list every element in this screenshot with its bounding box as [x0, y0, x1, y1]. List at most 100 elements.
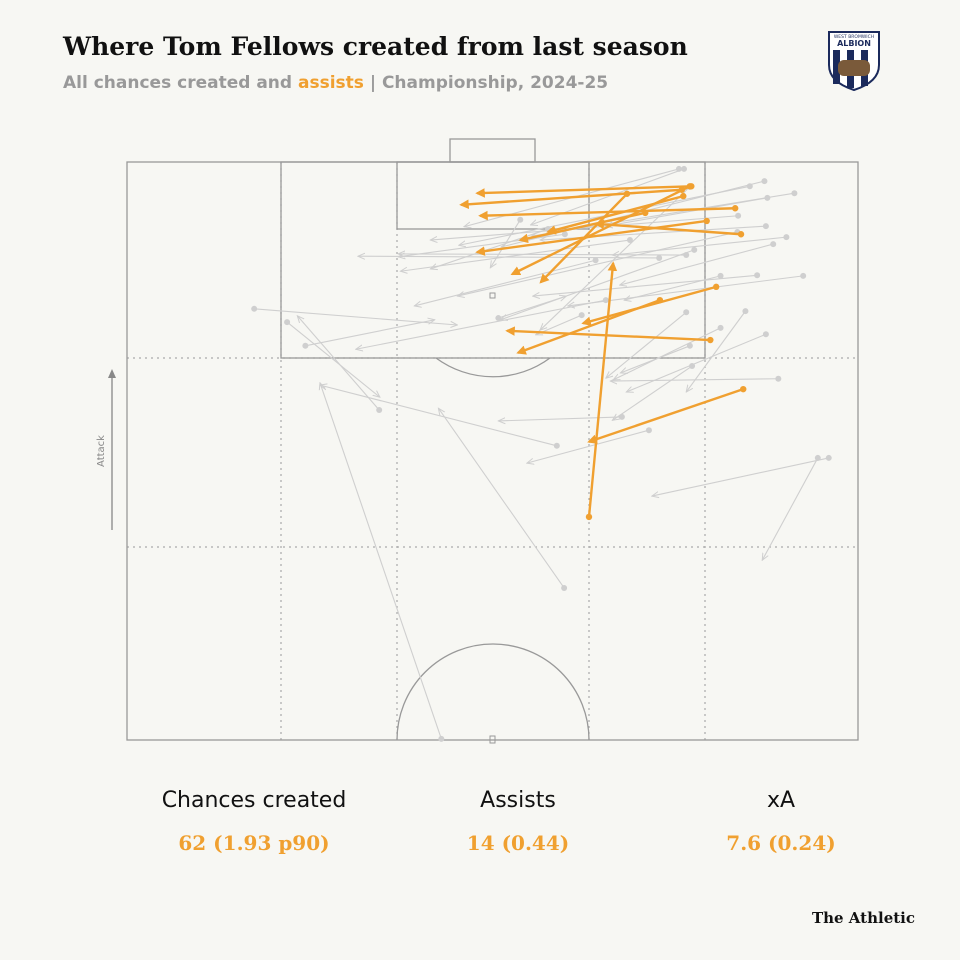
pass-origin [642, 209, 649, 217]
pass-origin [800, 272, 807, 279]
pass-series [459, 183, 747, 521]
pass-origin [762, 223, 769, 230]
pass-origin [656, 296, 664, 304]
badge: WEST BROMWICH ALBION [828, 31, 880, 92]
pass-origin [770, 241, 777, 248]
pass-arrow [527, 429, 650, 463]
pass-arrow [320, 383, 442, 740]
pass-origin [683, 309, 690, 316]
pass-origin [585, 513, 593, 521]
pass-origin [656, 254, 663, 261]
pass-origin [561, 231, 568, 238]
pass-arrow [620, 345, 691, 373]
pass-arrow [475, 185, 692, 198]
stat-label: xA [767, 788, 795, 813]
pass-origin [814, 454, 821, 461]
pass-origin [592, 257, 599, 264]
pass-origin [764, 194, 771, 201]
pass-arrow [320, 385, 557, 447]
pass-origin [517, 216, 524, 223]
pass-arrow [430, 215, 739, 240]
pass-origin [742, 308, 749, 315]
pass-arrow [510, 185, 691, 276]
pass-origin [623, 190, 631, 197]
pass-arrow [620, 243, 774, 285]
pass-arrow [610, 379, 779, 381]
pass-origin [761, 178, 768, 185]
pass-origin [284, 319, 291, 326]
pass-origin [746, 183, 753, 190]
pass-arrow [539, 192, 628, 284]
pass-origin [691, 246, 698, 253]
pass-origin [762, 331, 769, 338]
pass-arrow [400, 239, 631, 271]
pass-origin [578, 312, 585, 319]
stat-label: Chances created [162, 788, 347, 813]
pass-origin [683, 252, 690, 259]
pass-arrow [414, 259, 596, 306]
stat-value: 62 (1.93 p90) [178, 831, 329, 855]
pass-arrow [531, 168, 685, 225]
attack-label: Attack [96, 435, 107, 467]
stat-value: 7.6 (0.24) [726, 831, 835, 855]
pass-origin [438, 735, 445, 742]
subtitle-highlight: assists [298, 73, 364, 93]
pass-origin [626, 237, 633, 244]
pitch [108, 138, 859, 744]
pass-origin [712, 283, 720, 291]
pass-origin [645, 427, 652, 434]
pass-origin [680, 192, 687, 200]
subtitle-text: All chances created and [63, 73, 293, 93]
pass-origin [302, 342, 309, 349]
pass-arrow [297, 316, 380, 411]
pass-arrow [546, 194, 684, 235]
badge-text: WEST BROMWICH [834, 34, 874, 40]
pass-arrow [505, 326, 711, 342]
stat-label: Assists [480, 788, 556, 813]
pass-origin [681, 165, 688, 172]
pass-origin [675, 165, 682, 172]
pass-arrow [533, 274, 758, 296]
pass-origin [825, 454, 832, 461]
pass-arrow [305, 320, 434, 347]
pass-origin [686, 342, 693, 349]
pass-arrow [612, 365, 693, 420]
pass-origin [737, 231, 745, 238]
pass-arrow [624, 275, 721, 300]
pass-arrow [686, 310, 746, 392]
subtitle-text: | Championship, 2024-25 [369, 73, 609, 93]
pass-origin [735, 212, 742, 219]
pass-origin [717, 272, 724, 279]
pass-arrow [594, 219, 742, 236]
pass-arrow [438, 408, 565, 589]
pass-origin [602, 297, 609, 304]
pass-arrow [762, 457, 819, 560]
pass-arrow [518, 211, 646, 244]
pass-arrow [652, 457, 829, 496]
pass-arrow [626, 333, 767, 392]
chart-subtitle: All chances created and assists | Champi… [63, 73, 608, 93]
pass-arrow [613, 327, 721, 380]
chart-title: Where Tom Fellows created from last seas… [63, 32, 688, 61]
pass-arrow [587, 388, 744, 444]
pass-origin [686, 183, 694, 190]
stat-value: 14 (0.44) [467, 831, 569, 855]
pass-origin [791, 190, 798, 197]
badge-text: ALBION [837, 39, 871, 48]
pass-arrow [286, 321, 380, 397]
pass-origin [740, 385, 747, 393]
pass-arrow [475, 219, 707, 256]
pass-arrow [356, 299, 606, 349]
pass-arrow [498, 416, 622, 421]
pass-series [251, 165, 832, 742]
pass-origin [703, 217, 710, 225]
pass-arrow [516, 299, 661, 355]
pass-arrow [457, 231, 738, 296]
pass-origin [376, 406, 383, 413]
pass-origin [251, 305, 258, 312]
pass-origin [754, 272, 761, 279]
pass-arrow [606, 311, 687, 378]
pass-arrow [606, 197, 768, 226]
